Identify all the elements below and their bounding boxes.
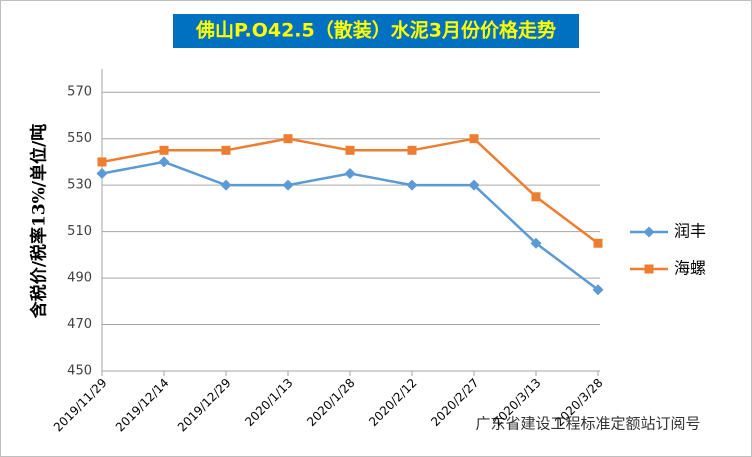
marker: [97, 157, 107, 167]
legend-label: 海螺: [674, 259, 706, 278]
marker: [406, 179, 418, 191]
legend-marker: [643, 226, 655, 238]
watermark: 广东省建设工程标准定额站订阅号: [475, 415, 700, 433]
marker: [220, 179, 232, 191]
marker: [469, 134, 479, 144]
marker: [344, 168, 356, 180]
marker: [283, 134, 293, 144]
y-tick-label: 490: [67, 271, 92, 286]
y-tick-label: 470: [67, 317, 92, 332]
marker: [345, 145, 355, 155]
marker: [530, 237, 542, 249]
y-tick-label: 510: [67, 224, 92, 239]
y-axis-label: 含税价/税率13%/单位/吨: [29, 124, 50, 318]
marker: [531, 192, 541, 202]
chart-title: 佛山P.O42.5（散装）水泥3月份价格走势: [195, 19, 556, 42]
marker: [592, 284, 604, 296]
legend-marker: [644, 264, 654, 274]
y-tick-label: 450: [67, 364, 92, 379]
y-tick-label: 550: [67, 131, 92, 146]
title-box: [173, 14, 579, 48]
marker: [407, 145, 417, 155]
y-tick-label: 570: [67, 85, 92, 100]
marker: [96, 168, 108, 180]
marker: [282, 179, 294, 191]
marker: [593, 238, 603, 248]
marker: [158, 156, 170, 168]
legend-label: 润丰: [674, 222, 706, 241]
marker: [468, 179, 480, 191]
y-tick-label: 530: [67, 178, 92, 193]
marker: [159, 145, 169, 155]
marker: [221, 145, 231, 155]
